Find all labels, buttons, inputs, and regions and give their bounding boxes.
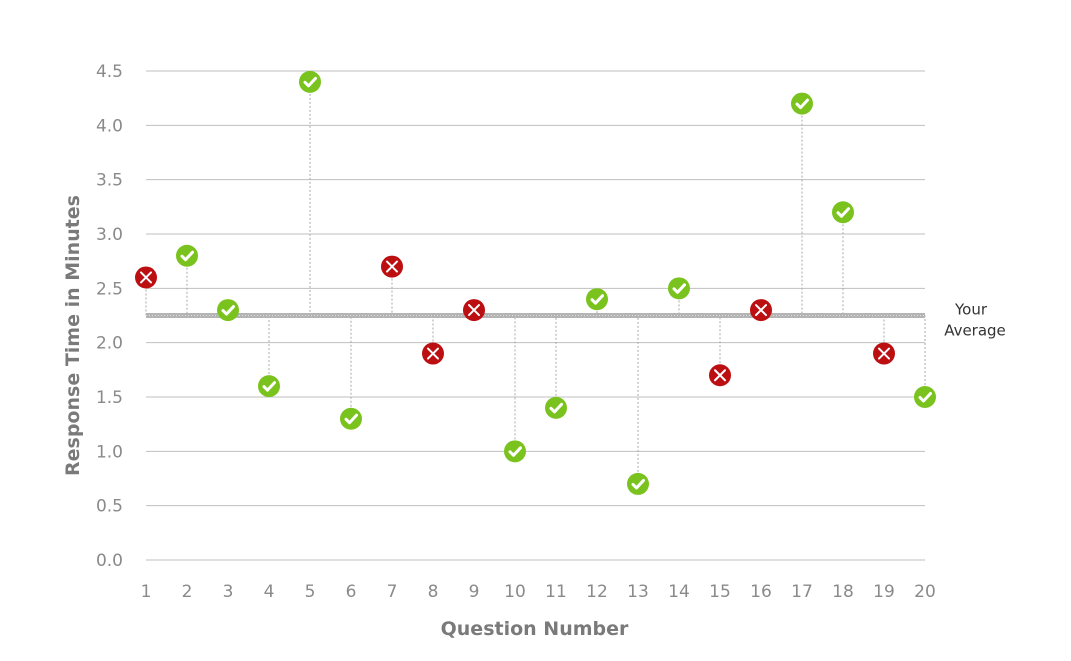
x-axis-tick-labels: 1 2 3 4 5 6 7 8 9 10 11 12 13 14 15 16 17 18 19 20 <box>141 582 936 602</box>
check-icon <box>672 283 686 294</box>
y-tick-label: 3.0 <box>96 225 123 245</box>
deviation-stems <box>145 81 926 484</box>
correct-point <box>340 407 362 430</box>
check-icon <box>918 392 932 403</box>
x-tick-label: 3 <box>223 582 234 602</box>
x-mark-icon <box>714 369 726 382</box>
x-tick-label: 13 <box>627 582 649 602</box>
check-icon <box>508 446 522 457</box>
average-label-line1: Your <box>954 301 988 319</box>
check-icon <box>262 381 276 392</box>
check-icon <box>344 413 358 425</box>
correct-point <box>832 201 854 224</box>
correct-marker <box>545 396 567 419</box>
y-tick-label: 3.5 <box>96 171 123 191</box>
check-icon <box>631 478 645 490</box>
x-tick-label: 9 <box>469 582 480 602</box>
y-tick-label: 4.0 <box>96 116 123 136</box>
x-tick-label: 5 <box>305 582 316 602</box>
x-tick-label: 20 <box>914 582 936 602</box>
x-mark-icon <box>755 304 767 317</box>
correct-marker <box>914 386 936 408</box>
x-tick-label: 6 <box>346 582 357 602</box>
incorrect-point <box>750 299 772 322</box>
y-tick-label: 4.5 <box>96 62 123 82</box>
correct-point <box>791 92 813 115</box>
check-icon <box>303 76 317 88</box>
correct-point <box>258 375 280 398</box>
correct-point <box>504 440 526 463</box>
correct-point <box>545 396 567 419</box>
correct-marker <box>258 375 280 398</box>
correct-marker <box>586 288 608 311</box>
x-tick-label: 17 <box>791 582 813 602</box>
y-tick-label: 1.0 <box>96 442 123 462</box>
incorrect-point <box>873 342 895 365</box>
correct-marker <box>791 92 813 115</box>
y-tick-label: 0.5 <box>96 497 123 517</box>
x-tick-label: 18 <box>832 582 854 602</box>
x-tick-label: 12 <box>586 582 608 602</box>
x-mark-icon <box>427 347 439 360</box>
check-icon <box>590 294 604 305</box>
x-tick-label: 2 <box>182 582 193 602</box>
check-icon <box>795 98 809 110</box>
check-icon <box>836 207 850 218</box>
y-axis-tick-labels: 0.0 0.5 1.0 1.5 2.0 2.5 3.0 3.5 4.0 4.5 <box>96 62 123 571</box>
correct-point <box>914 386 936 408</box>
check-icon <box>549 402 563 414</box>
grid-lines <box>146 70 925 561</box>
check-icon <box>180 250 194 262</box>
average-label-line2: Average <box>944 322 1006 340</box>
x-axis-title: Question Number <box>441 618 629 640</box>
incorrect-point <box>463 299 485 322</box>
incorrect-point <box>135 266 157 289</box>
correct-marker <box>299 70 321 93</box>
correct-point <box>586 288 608 311</box>
x-tick-label: 4 <box>264 582 275 602</box>
correct-marker <box>176 244 198 267</box>
correct-marker <box>627 472 649 495</box>
x-mark-icon <box>468 304 480 317</box>
y-tick-label: 2.5 <box>96 279 123 299</box>
correct-marker <box>340 407 362 430</box>
x-tick-label: 11 <box>545 582 567 602</box>
data-points <box>135 70 936 495</box>
x-tick-label: 1 <box>141 582 152 602</box>
incorrect-point <box>381 255 403 278</box>
correct-point <box>299 70 321 93</box>
x-mark-icon <box>878 347 890 360</box>
x-tick-label: 15 <box>709 582 731 602</box>
correct-point <box>627 472 649 495</box>
correct-point <box>217 299 239 322</box>
x-mark-icon <box>386 260 398 273</box>
x-tick-label: 16 <box>750 582 772 602</box>
y-tick-label: 1.5 <box>96 388 123 408</box>
x-tick-label: 8 <box>428 582 439 602</box>
correct-marker <box>504 440 526 463</box>
correct-marker <box>832 201 854 224</box>
x-tick-label: 19 <box>873 582 895 602</box>
x-tick-label: 7 <box>387 582 398 602</box>
incorrect-point <box>422 342 444 365</box>
correct-point <box>176 244 198 267</box>
y-axis-title: Response Time in Minutes <box>62 195 84 476</box>
x-mark-icon <box>140 271 152 284</box>
correct-marker <box>668 277 690 300</box>
y-tick-label: 2.0 <box>96 334 123 354</box>
incorrect-point <box>709 364 731 387</box>
correct-point <box>668 277 690 300</box>
correct-marker <box>217 299 239 322</box>
x-tick-label: 10 <box>504 582 526 602</box>
x-tick-label: 14 <box>668 582 690 602</box>
y-tick-label: 0.0 <box>96 551 123 571</box>
check-icon <box>221 305 235 316</box>
